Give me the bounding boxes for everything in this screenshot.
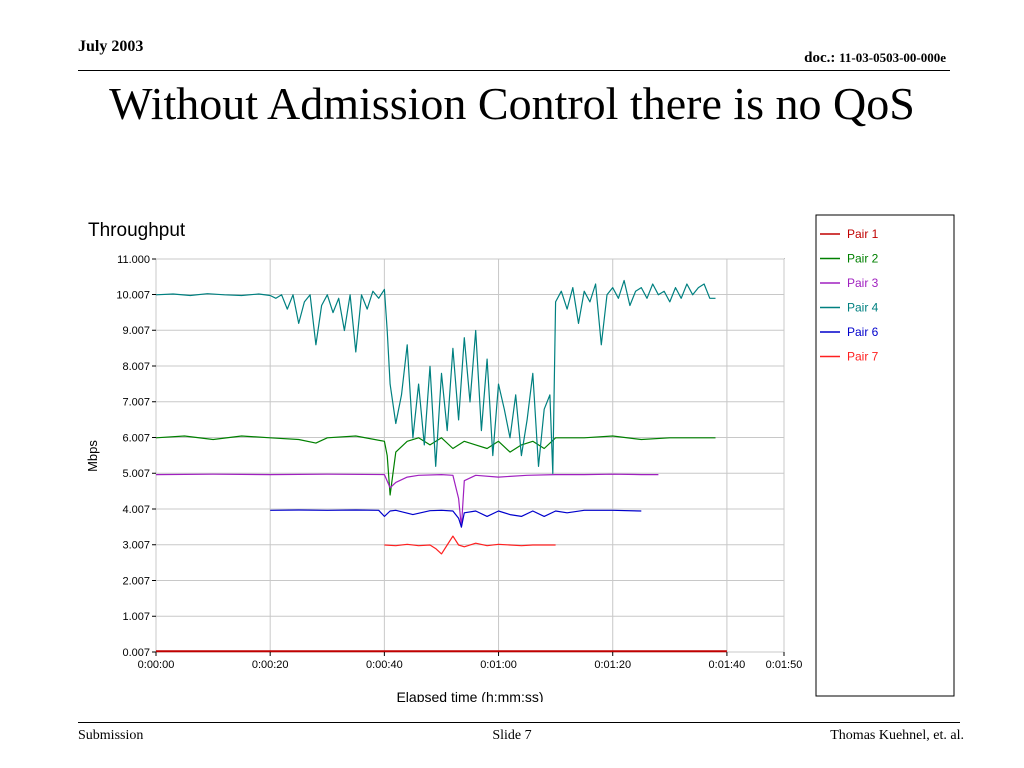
- x-axis-title: Elapsed time (h:mm:ss): [396, 689, 543, 702]
- throughput-chart: Throughput 0.007 1.007 2.007 3.007 4.007 5.00…: [85, 214, 955, 702]
- x-tick-label: 0:01:20: [594, 659, 631, 671]
- header-doc-id: doc.: 11-03-0503-00-000e: [804, 50, 946, 67]
- series-line-pair-6: [270, 509, 642, 528]
- legend-label-pair-2: Pair 2: [847, 252, 879, 266]
- legend-label-pair-3: Pair 3: [847, 276, 879, 290]
- header-date: July 2003: [78, 38, 144, 55]
- doc-label: doc.:: [804, 50, 836, 66]
- y-axis-title: Mbps: [85, 440, 100, 472]
- y-tick-label: 3.007: [122, 540, 150, 552]
- y-tick-label: 0.007: [122, 647, 150, 659]
- y-tick-label: 11.000: [117, 254, 150, 266]
- y-tick-label: 1.007: [122, 611, 150, 623]
- header-rule: [78, 70, 950, 71]
- y-tick-label: 10.007: [116, 289, 150, 301]
- legend-label-pair-1: Pair 1: [847, 227, 879, 241]
- axis-layer: 0.007 1.007 2.007 3.007 4.007 5.007 6.007 7.007…: [116, 254, 802, 671]
- y-tick-label: 2.007: [122, 576, 150, 588]
- doc-number: 11-03-0503-00-000e: [839, 50, 946, 65]
- footer-slide-number: Slide 7: [492, 728, 532, 743]
- footer-authors: Thomas Kuehnel, et. al.: [830, 728, 964, 743]
- legend-label-pair-6: Pair 6: [847, 325, 879, 339]
- x-tick-label: 0:01:00: [480, 659, 517, 671]
- x-tick-label: 0:01:50: [766, 659, 803, 671]
- x-tick-label: 0:01:40: [709, 659, 746, 671]
- legend-box: [815, 214, 955, 697]
- y-tick-label: 7.007: [122, 397, 150, 409]
- footer-rule: [78, 722, 960, 723]
- series-layer: [155, 279, 727, 653]
- series-line-pair-3: [155, 473, 659, 528]
- y-tick-label: 6.007: [122, 432, 150, 444]
- x-tick-label: 0:00:40: [366, 659, 403, 671]
- y-tick-label: 8.007: [122, 361, 150, 373]
- y-tick-label: 9.007: [122, 325, 150, 337]
- y-tick-label: 4.007: [122, 504, 150, 516]
- x-tick-label: 0:00:00: [138, 659, 175, 671]
- chart-title: Throughput: [88, 220, 186, 241]
- footer-submission: Submission: [78, 728, 144, 743]
- legend-label-pair-7: Pair 7: [847, 350, 879, 364]
- plot-area: [155, 258, 785, 653]
- series-line-pair-2: [155, 435, 716, 496]
- y-tick-label: 5.007: [122, 468, 150, 480]
- legend: Pair 1 Pair 2 Pair 3 Pair 4 Pair 6 Pair 7: [820, 227, 879, 364]
- series-line-pair-7: [384, 535, 556, 555]
- slide-title: Without Admission Control there is no Qo…: [109, 78, 915, 129]
- x-tick-label: 0:00:20: [252, 659, 289, 671]
- legend-label-pair-4: Pair 4: [847, 301, 879, 315]
- series-line-pair-4: [155, 279, 716, 475]
